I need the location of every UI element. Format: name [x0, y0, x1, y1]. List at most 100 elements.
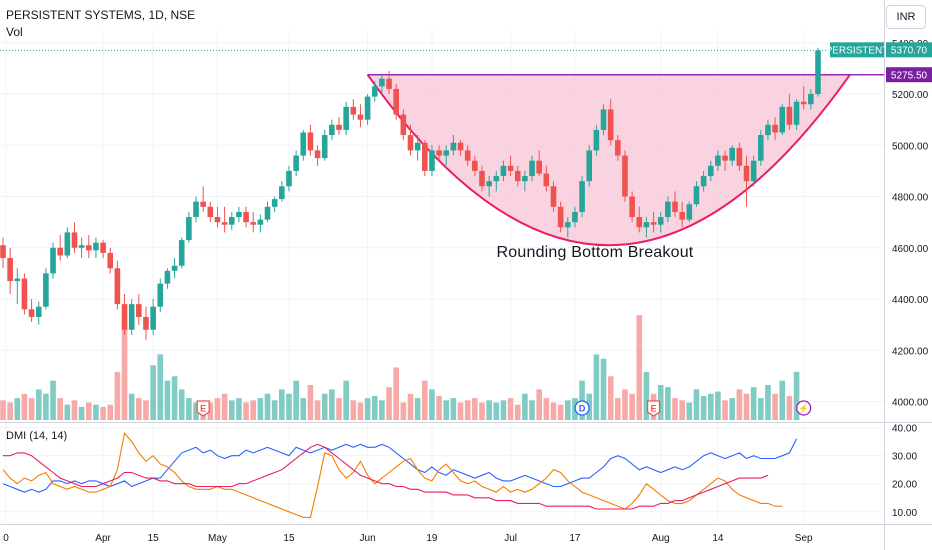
earnings-marker-icon[interactable] [646, 400, 661, 417]
candle-body[interactable] [336, 124, 342, 130]
candle-body[interactable] [586, 150, 593, 182]
candle-body[interactable] [622, 155, 628, 197]
candle-body[interactable] [193, 201, 199, 218]
candle-body[interactable] [200, 201, 206, 207]
candle-body[interactable] [750, 160, 757, 182]
candle-body[interactable] [464, 150, 471, 161]
candle-body[interactable] [636, 217, 643, 228]
candle-body[interactable] [257, 219, 264, 225]
candle-body[interactable] [779, 106, 786, 133]
candle-body[interactable] [657, 217, 664, 225]
candle-body[interactable] [264, 206, 271, 220]
candle-body[interactable] [243, 211, 249, 223]
earnings-marker-icon[interactable] [196, 400, 210, 417]
candle-body[interactable] [85, 245, 92, 251]
candle-body[interactable] [500, 165, 507, 177]
candle-body[interactable] [743, 165, 750, 182]
candle-body[interactable] [486, 181, 492, 187]
candle-body[interactable] [28, 309, 35, 317]
candle-body[interactable] [700, 176, 707, 187]
candle-body[interactable] [364, 96, 371, 120]
candle-body[interactable] [650, 222, 657, 225]
candle-body[interactable] [579, 181, 585, 212]
candle-body[interactable] [736, 147, 743, 166]
candle-body[interactable] [493, 176, 500, 182]
candle-body[interactable] [271, 199, 278, 207]
candle-body[interactable] [371, 86, 378, 97]
candle-body[interactable] [443, 150, 450, 156]
candle-body[interactable] [150, 306, 156, 330]
candle-body[interactable] [286, 170, 292, 187]
currency-button[interactable]: INR [886, 5, 926, 29]
candle-body[interactable] [414, 142, 421, 151]
candle-body[interactable] [600, 109, 607, 130]
candle-body[interactable] [429, 150, 435, 171]
candle-body[interactable] [321, 135, 328, 159]
candle-body[interactable] [228, 217, 235, 225]
candle-body[interactable] [21, 278, 28, 310]
candle-body[interactable] [693, 186, 700, 205]
candle-body[interactable] [815, 50, 821, 95]
candle-body[interactable] [686, 204, 693, 220]
candle-body[interactable] [279, 186, 285, 200]
candle-body[interactable] [543, 173, 550, 187]
candle-body[interactable] [514, 170, 521, 182]
candle-body[interactable] [707, 165, 714, 177]
candle-body[interactable] [379, 78, 385, 87]
candle-body[interactable] [100, 242, 106, 253]
candle-body[interactable] [121, 304, 128, 330]
candle-body[interactable] [450, 142, 457, 151]
candle-body[interactable] [536, 160, 542, 174]
candle-body[interactable] [350, 106, 357, 115]
candle-body[interactable] [64, 232, 71, 256]
candle-body[interactable] [178, 240, 185, 266]
dividend-marker-icon[interactable] [574, 400, 590, 416]
candle-body[interactable] [107, 252, 114, 269]
candle-body[interactable] [307, 132, 314, 151]
candle-body[interactable] [615, 140, 621, 156]
candle-body[interactable] [758, 135, 764, 161]
candle-body[interactable] [479, 170, 485, 187]
candle-body[interactable] [457, 142, 464, 151]
candle-body[interactable] [507, 165, 514, 171]
candle-body[interactable] [629, 196, 635, 218]
candle-body[interactable] [400, 114, 407, 136]
candle-body[interactable] [421, 142, 428, 171]
candle-body[interactable] [186, 217, 192, 241]
candle-body[interactable] [300, 132, 307, 156]
split-marker-icon[interactable] [796, 400, 812, 416]
candle-body[interactable] [7, 258, 13, 282]
candle-body[interactable] [93, 242, 99, 251]
candle-body[interactable] [357, 114, 364, 120]
candle-body[interactable] [665, 201, 671, 218]
candle-body[interactable] [522, 176, 528, 182]
candle-body[interactable] [314, 150, 321, 159]
candle-body[interactable] [343, 106, 349, 130]
candle-body[interactable] [679, 211, 685, 220]
candle-body[interactable] [529, 160, 535, 177]
candle-body[interactable] [715, 155, 721, 166]
candle-body[interactable] [407, 135, 414, 151]
candle-body[interactable] [214, 217, 221, 223]
candle-body[interactable] [593, 129, 600, 151]
candle-body[interactable] [14, 278, 21, 282]
candle-body[interactable] [729, 147, 736, 161]
candle-body[interactable] [164, 270, 171, 284]
candle-body[interactable] [793, 101, 800, 125]
candle-body[interactable] [136, 304, 142, 317]
candle-body[interactable] [50, 247, 56, 274]
candle-body[interactable] [564, 222, 571, 228]
candle-body[interactable] [722, 155, 728, 161]
candle-body[interactable] [171, 265, 178, 271]
candle-body[interactable] [607, 109, 614, 141]
candle-body[interactable] [557, 206, 564, 228]
candle-body[interactable] [35, 306, 42, 317]
candle-body[interactable] [43, 273, 49, 307]
candle-body[interactable] [71, 232, 78, 248]
candle-body[interactable] [672, 201, 678, 212]
candle-body[interactable] [78, 245, 85, 248]
candle-body[interactable] [207, 206, 214, 218]
candle-body[interactable] [393, 88, 400, 115]
candle-body[interactable] [765, 124, 771, 136]
